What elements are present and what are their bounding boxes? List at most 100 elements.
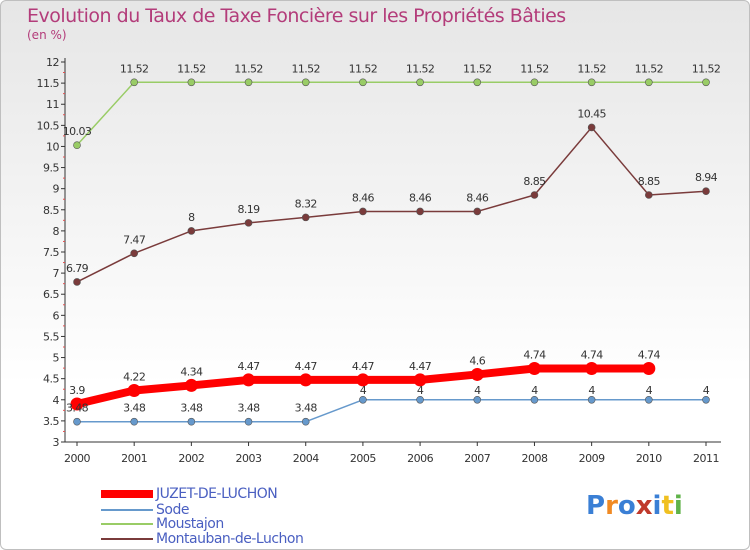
legend-label: Moustajon (156, 515, 224, 532)
y-tick-label: 11 (46, 98, 59, 111)
data-label: 8 (188, 211, 195, 224)
y-tick-label: 4 (53, 394, 60, 407)
legend-item-montauban: Montauban-de-Luchon (101, 530, 304, 547)
data-point (473, 207, 482, 216)
data-point (301, 78, 310, 87)
y-tick-label: 3.5 (43, 415, 59, 428)
data-label: 4.74 (638, 349, 661, 362)
data-point (244, 219, 253, 227)
x-tick-label: 2007 (464, 452, 490, 465)
data-point (359, 78, 367, 87)
x-tick-label: 2010 (636, 452, 662, 465)
series-line (76, 399, 707, 423)
data-point (587, 78, 596, 87)
data-label: 4.22 (123, 370, 145, 383)
data-label: 3.48 (237, 402, 260, 415)
y-tick-label: 12 (46, 56, 59, 69)
logo-letter: t (661, 491, 674, 521)
data-point (73, 417, 81, 426)
data-point (244, 417, 253, 426)
data-label: 4 (474, 384, 481, 397)
x-tick-label: 2009 (579, 452, 605, 465)
x-tick-label: 2000 (64, 452, 90, 465)
data-point (187, 78, 196, 87)
legend-swatch (101, 522, 153, 525)
legend-swatch (101, 537, 153, 540)
logo-letter: r (605, 491, 618, 521)
data-point (416, 78, 424, 87)
data-label: 11.52 (234, 62, 263, 75)
data-label: 7.47 (123, 233, 146, 246)
data-point (187, 227, 196, 235)
legend-label: Montauban-de-Luchon (156, 530, 304, 547)
y-tick-label: 9 (53, 183, 60, 196)
data-label: 8.46 (352, 191, 375, 204)
data-label: 6.79 (66, 262, 89, 275)
data-label: 10.45 (577, 107, 606, 120)
data-point (702, 187, 710, 195)
data-point (585, 362, 599, 376)
data-point (527, 362, 541, 376)
legend-item-juzet: JUZET-DE-LUCHON (101, 485, 278, 502)
legend-item-sode: Sode (101, 502, 189, 518)
data-point (702, 78, 710, 87)
x-tick-label: 2004 (293, 452, 319, 465)
data-label: 4 (588, 384, 595, 397)
data-label: 4 (646, 384, 653, 397)
y-tick-label: 3 (53, 436, 60, 449)
data-label: 11.52 (692, 62, 721, 75)
data-label: 11.52 (291, 62, 320, 75)
y-tick-label: 7.5 (43, 246, 59, 259)
data-point (130, 417, 138, 426)
data-point (702, 395, 710, 404)
data-label: 8.46 (409, 191, 432, 204)
y-tick-label: 11.5 (37, 77, 60, 90)
x-tick-label: 2001 (121, 452, 147, 465)
data-label: 11.52 (520, 62, 549, 75)
y-tick-label: 5 (53, 352, 60, 365)
y-tick-label: 5.5 (43, 330, 59, 343)
proxiti-logo: Proxiti (586, 491, 683, 521)
data-label: 4.47 (409, 360, 432, 373)
data-label: 4 (360, 384, 367, 397)
legend-label: JUZET-DE-LUCHON (156, 485, 278, 502)
data-label: 11.52 (120, 62, 149, 75)
data-point (416, 395, 424, 404)
data-label: 3.9 (69, 384, 85, 397)
data-point (70, 397, 84, 411)
data-label: 4.6 (469, 354, 485, 367)
y-tick-label: 8.5 (43, 204, 59, 217)
y-tick-label: 10 (46, 140, 59, 153)
data-point (645, 78, 653, 87)
data-point (642, 362, 656, 376)
x-tick-label: 2006 (407, 452, 433, 465)
data-point (244, 78, 253, 87)
data-point (473, 395, 482, 404)
data-label: 10.03 (63, 125, 92, 138)
data-point (645, 191, 653, 199)
legend-swatch (101, 489, 153, 498)
data-point (187, 417, 196, 426)
data-point (301, 213, 310, 222)
data-point (127, 383, 141, 397)
x-tick-label: 2011 (693, 452, 719, 465)
data-label: 11.52 (463, 62, 492, 75)
logo-letter: x (635, 491, 653, 521)
data-label: 8.85 (638, 175, 661, 188)
logo-letter: o (617, 491, 636, 521)
logo-letter: i (652, 491, 662, 521)
data-label: 3.48 (180, 402, 203, 415)
data-point (530, 395, 539, 404)
data-label: 4.47 (295, 360, 318, 373)
legend-swatch (101, 508, 153, 511)
data-point (73, 141, 81, 149)
data-label: 11.52 (635, 62, 664, 75)
series-line (76, 81, 707, 146)
data-point (130, 249, 138, 258)
data-label: 4.74 (581, 349, 604, 362)
data-point (413, 373, 427, 387)
data-point (470, 367, 484, 381)
data-point (587, 395, 596, 404)
data-point (359, 395, 367, 404)
